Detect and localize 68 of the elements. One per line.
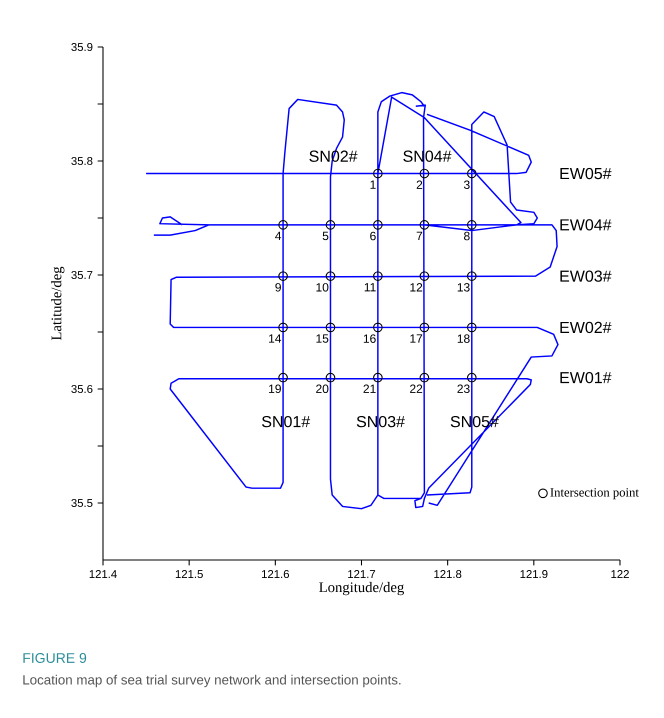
point: [326, 220, 336, 230]
annotation: 10: [316, 283, 328, 292]
legend-label: Intersection point: [550, 488, 639, 500]
point: [278, 322, 288, 332]
x-tick-label: 121.6: [262, 570, 290, 578]
y-tick-label: 35.8: [71, 156, 92, 166]
point: [466, 220, 477, 230]
point: [466, 271, 477, 281]
annotation: 19: [269, 384, 281, 394]
x-tick-label: 121.5: [176, 570, 203, 578]
annotation: EW04#: [560, 219, 612, 230]
annotation: 5: [322, 232, 328, 240]
point: [466, 372, 477, 382]
annotation: 14: [269, 334, 282, 343]
x-tick-label: 121.9: [520, 570, 548, 578]
point: [373, 372, 383, 382]
annotation: 18: [458, 334, 470, 343]
y-tick-label: 35.5: [71, 498, 92, 507]
annotation: 23: [457, 384, 470, 394]
annotation: 21: [364, 384, 376, 393]
text: Location map of sea trial survey network and intersection points.: [23, 674, 400, 688]
y-axis-title: Latitude/deg: [51, 266, 64, 340]
point: [278, 220, 288, 230]
annotation: 6: [370, 232, 376, 240]
x-axis-title: Longitude/deg: [319, 582, 404, 596]
point: [278, 271, 288, 281]
annotation: 12: [410, 283, 422, 292]
x-tick-label: 121.8: [434, 570, 462, 578]
annotation: EW01#: [560, 372, 612, 384]
point: [326, 271, 336, 281]
y-tick-label: 35.7: [71, 270, 92, 280]
point: [326, 322, 336, 332]
point: [326, 372, 336, 382]
text: FIGURE 9: [23, 653, 86, 663]
annotation: EW03#: [560, 270, 612, 282]
annotation: 7: [416, 232, 422, 240]
annotation: 13: [458, 283, 470, 292]
annotation: 8: [464, 232, 470, 240]
annotation: 22: [410, 384, 422, 393]
point: [373, 271, 383, 281]
annotation: EW05#: [560, 168, 612, 180]
point: [278, 372, 288, 382]
annotation: 4: [275, 232, 282, 240]
annotation: 16: [364, 334, 376, 343]
point: [466, 168, 477, 178]
annotation: 2: [416, 180, 422, 189]
point: [420, 168, 430, 178]
x-tick-label: 121.7: [348, 570, 376, 578]
point: [466, 322, 477, 332]
annotation: 15: [316, 334, 328, 343]
annotation: 11: [364, 283, 376, 292]
annotation: 17: [410, 334, 422, 343]
y-tick-label: 35.6: [71, 384, 92, 394]
annotation: 1: [370, 180, 376, 189]
point: [420, 372, 430, 382]
point: [420, 271, 430, 281]
annotation: 20: [316, 384, 328, 394]
point: [373, 220, 383, 230]
point: [373, 168, 383, 178]
point: [420, 220, 430, 230]
x-tick-label: 121.4: [90, 570, 117, 578]
y-tick-label: 35.9: [71, 43, 92, 52]
annotation: EW02#: [560, 322, 612, 334]
point: [420, 322, 430, 332]
annotation: 3: [464, 180, 470, 189]
x-tick-label: 122: [611, 570, 629, 578]
annotation: 9: [275, 283, 281, 292]
point: [373, 322, 383, 332]
